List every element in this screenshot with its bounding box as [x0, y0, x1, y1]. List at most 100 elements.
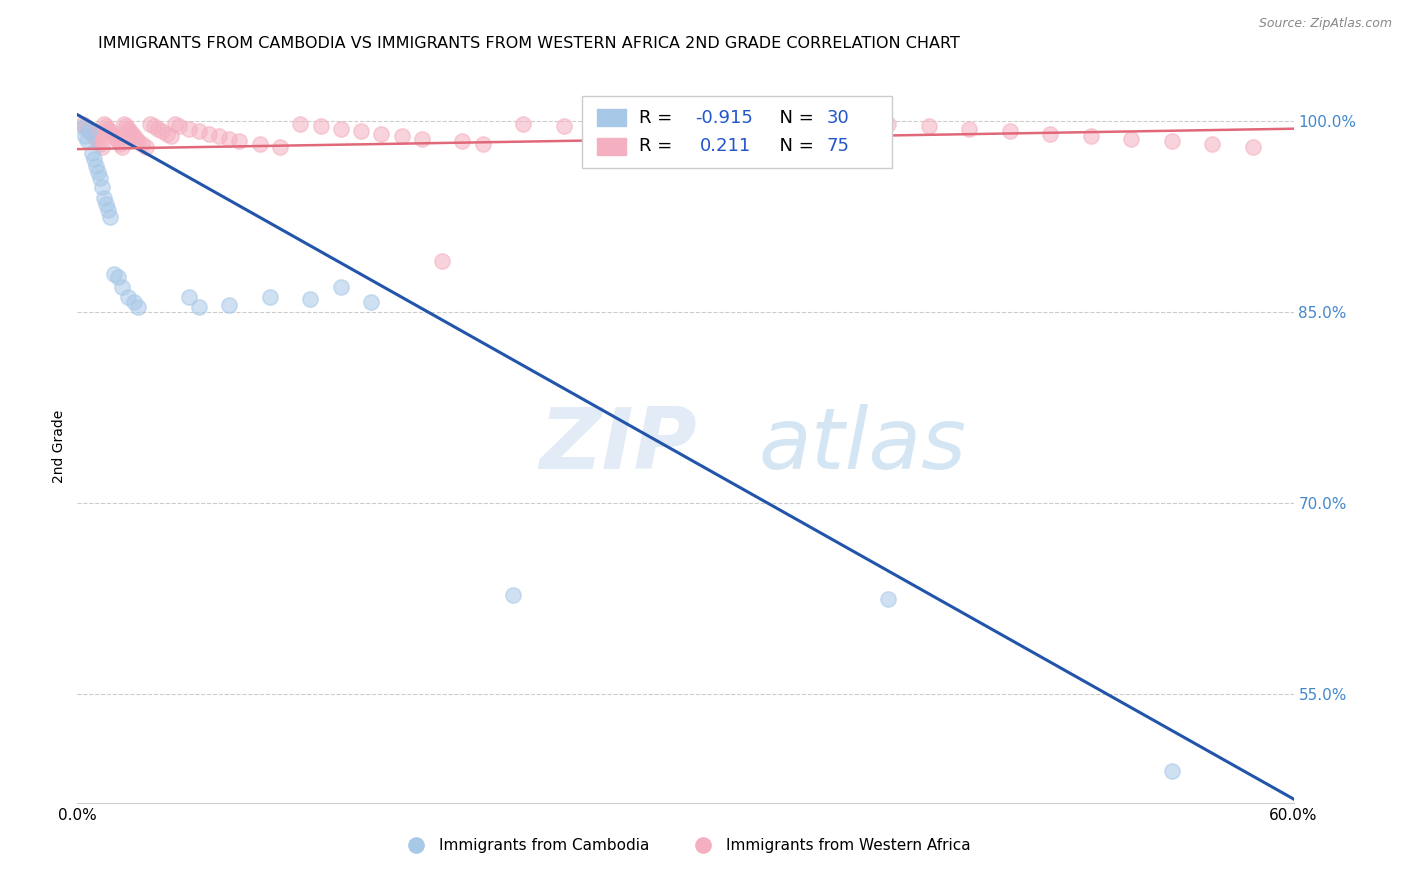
Point — [350, 124, 373, 138]
Point — [329, 279, 352, 293]
Point — [79, 124, 101, 138]
Point — [97, 121, 120, 136]
Point — [1121, 132, 1143, 146]
Point — [115, 119, 138, 133]
Point — [918, 119, 941, 133]
Text: IMMIGRANTS FROM CAMBODIA VS IMMIGRANTS FROM WESTERN AFRICA 2ND GRADE CORRELATION: IMMIGRANTS FROM CAMBODIA VS IMMIGRANTS F… — [98, 36, 960, 51]
Point — [72, 117, 94, 131]
Point — [75, 119, 97, 133]
Point — [103, 129, 125, 144]
Point — [122, 295, 145, 310]
Point — [118, 124, 141, 138]
Point — [1039, 127, 1062, 141]
Point — [451, 135, 474, 149]
Point — [80, 127, 103, 141]
Point — [188, 300, 211, 314]
FancyBboxPatch shape — [596, 137, 626, 155]
Point — [391, 129, 413, 144]
Point — [94, 197, 117, 211]
Point — [512, 117, 534, 131]
Y-axis label: 2nd Grade: 2nd Grade — [52, 409, 66, 483]
Point — [159, 129, 181, 144]
Text: N =: N = — [768, 137, 820, 155]
Point — [84, 132, 107, 146]
Point — [714, 129, 737, 144]
Point — [290, 117, 312, 131]
Point — [329, 121, 352, 136]
Point — [177, 290, 200, 304]
Point — [143, 119, 166, 133]
Point — [86, 135, 108, 149]
Point — [177, 121, 200, 136]
Point — [89, 136, 111, 151]
Point — [249, 136, 271, 151]
Point — [111, 279, 134, 293]
Text: N =: N = — [768, 109, 820, 127]
Point — [94, 119, 117, 133]
Point — [148, 121, 170, 136]
Point — [1161, 135, 1184, 149]
FancyBboxPatch shape — [596, 109, 626, 127]
Point — [122, 129, 145, 144]
Point — [299, 293, 322, 307]
Point — [98, 210, 121, 224]
Point — [998, 124, 1021, 138]
Point — [502, 588, 524, 602]
FancyBboxPatch shape — [582, 96, 893, 168]
Point — [877, 117, 900, 131]
Point — [89, 171, 111, 186]
Point — [218, 297, 240, 311]
Point — [430, 254, 453, 268]
Point — [101, 127, 124, 141]
Point — [111, 139, 134, 153]
Point — [107, 269, 129, 284]
Point — [76, 133, 98, 147]
Point — [957, 121, 980, 136]
Point — [1161, 764, 1184, 778]
Text: 30: 30 — [827, 109, 849, 127]
Text: 75: 75 — [827, 137, 849, 155]
Point — [97, 203, 120, 218]
Point — [634, 124, 657, 138]
Point — [72, 120, 94, 135]
Point — [155, 127, 177, 141]
Point — [877, 591, 900, 606]
Point — [218, 132, 240, 146]
Point — [135, 139, 157, 153]
Point — [117, 121, 139, 136]
Point — [108, 136, 131, 151]
Point — [112, 117, 135, 131]
Point — [76, 121, 98, 136]
Point — [103, 267, 125, 281]
Point — [675, 127, 697, 141]
Point — [1080, 129, 1102, 144]
Point — [796, 135, 818, 149]
Point — [198, 127, 221, 141]
Point — [121, 127, 143, 141]
Point — [80, 145, 103, 160]
Point — [360, 295, 382, 310]
Point — [152, 124, 174, 138]
Point — [1241, 139, 1264, 153]
Point — [104, 132, 127, 146]
Point — [90, 180, 112, 194]
Point — [188, 124, 211, 138]
Text: R =: R = — [640, 137, 683, 155]
Point — [837, 136, 859, 151]
Text: Source: ZipAtlas.com: Source: ZipAtlas.com — [1258, 17, 1392, 29]
Point — [127, 135, 149, 149]
Point — [90, 139, 112, 153]
Point — [79, 124, 101, 138]
Point — [86, 165, 108, 179]
Point — [83, 129, 105, 144]
Text: R =: R = — [640, 109, 678, 127]
Point — [167, 119, 190, 133]
Point — [117, 290, 139, 304]
Point — [411, 132, 433, 146]
Point — [755, 132, 778, 146]
Point — [75, 129, 97, 144]
Text: atlas: atlas — [758, 404, 966, 488]
Point — [93, 117, 115, 131]
Point — [83, 153, 105, 167]
Point — [139, 117, 162, 131]
